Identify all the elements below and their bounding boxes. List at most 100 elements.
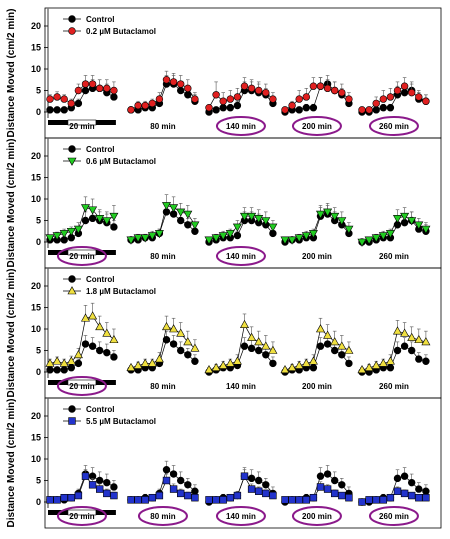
y-tick-label: 0 — [36, 107, 41, 117]
block-label: 20 min — [69, 512, 94, 521]
data-point — [88, 311, 98, 320]
data-point — [110, 491, 118, 500]
data-point — [247, 344, 256, 353]
dark-period-bar — [95, 510, 116, 515]
data-point — [331, 86, 339, 95]
y-axis-label: Distance Moved (cm/2 min) — [6, 9, 17, 138]
data-point — [59, 358, 69, 367]
data-point — [154, 230, 164, 239]
data-point — [309, 103, 318, 112]
data-point — [294, 234, 304, 243]
data-point — [400, 88, 409, 97]
data-point — [415, 493, 423, 502]
data-point — [233, 93, 242, 101]
data-point — [88, 342, 97, 350]
data-point — [219, 97, 227, 105]
block-label: 80 min — [150, 382, 175, 391]
data-point — [53, 496, 61, 504]
data-point — [386, 103, 395, 112]
data-point — [316, 483, 325, 491]
data-point — [338, 88, 346, 97]
data-point — [226, 493, 234, 502]
data-point — [393, 86, 402, 95]
block-label: 200 min — [302, 252, 332, 261]
data-point — [225, 230, 235, 239]
data-point — [169, 340, 178, 348]
data-point — [308, 356, 318, 365]
data-point — [287, 236, 297, 245]
panel-2: 0 5 10 15 20 Distance Moved (cm/2 min) Control… — [6, 137, 442, 269]
data-point — [81, 340, 90, 348]
data-point — [102, 217, 112, 226]
data-point — [301, 232, 311, 241]
data-point — [255, 86, 263, 95]
series-line — [130, 204, 196, 241]
highlight-ellipse — [368, 116, 419, 136]
data-point — [88, 481, 97, 489]
highlight-ellipse — [215, 506, 266, 526]
data-point — [95, 346, 104, 355]
data-point — [74, 491, 83, 500]
series-line — [361, 330, 426, 371]
data-point — [386, 364, 395, 372]
data-point — [415, 93, 423, 101]
data-point — [315, 210, 326, 219]
data-point — [147, 358, 157, 367]
block-label: 200 min — [302, 382, 332, 391]
data-point — [379, 103, 387, 112]
data-point — [408, 478, 416, 487]
data-point — [60, 95, 68, 103]
data-point — [247, 485, 256, 493]
y-tick-label: 10 — [31, 64, 41, 74]
data-point — [357, 238, 367, 247]
data-point — [52, 356, 62, 365]
dark-period-bar — [95, 380, 116, 385]
data-point — [344, 225, 354, 234]
block-label: 260 min — [379, 382, 409, 391]
data-point — [95, 84, 104, 93]
data-point — [88, 80, 97, 88]
data-point — [316, 342, 325, 350]
highlight-ellipse — [291, 506, 342, 526]
block-label: 20 min — [69, 252, 94, 261]
data-point — [141, 496, 149, 504]
data-point — [365, 106, 373, 114]
highlight-ellipse — [215, 116, 266, 136]
data-point — [74, 99, 83, 108]
data-point — [392, 326, 403, 335]
data-point — [110, 86, 118, 95]
legend-label: 1.8 µM Butaclamol — [86, 287, 156, 296]
data-point — [309, 82, 318, 90]
dark-period-bar — [48, 250, 68, 255]
data-point — [212, 106, 220, 114]
data-point — [415, 485, 423, 493]
y-axis-label: Distance Moved (cm/2 min) — [6, 269, 17, 398]
legend-label: 5.5 µM Butaclamol — [86, 417, 156, 426]
data-point — [147, 232, 157, 241]
data-point — [155, 95, 164, 103]
series-line — [208, 90, 274, 113]
panel-4: 0 5 10 15 20 Distance Moved (cm/2 min) Control… — [6, 397, 442, 529]
data-point — [262, 481, 270, 489]
series-2 — [45, 302, 431, 374]
data-point — [255, 346, 263, 355]
data-point — [60, 106, 68, 114]
data-point — [323, 330, 333, 339]
data-point — [400, 342, 409, 350]
y-axis-label: Distance Moved (cm/2 min) — [6, 399, 17, 528]
data-point — [400, 328, 410, 337]
dark-period-bar — [48, 380, 68, 385]
data-point — [110, 93, 118, 101]
highlight-ellipse — [368, 506, 419, 526]
data-point — [255, 487, 263, 495]
series-2 — [46, 70, 430, 114]
block-label: 80 min — [150, 122, 175, 131]
data-point — [330, 489, 339, 498]
data-point — [315, 324, 326, 333]
data-point — [302, 93, 310, 101]
series-2 — [45, 194, 431, 247]
data-point — [59, 230, 69, 239]
data-point — [281, 106, 289, 114]
data-point — [81, 80, 90, 88]
data-point — [204, 236, 214, 245]
